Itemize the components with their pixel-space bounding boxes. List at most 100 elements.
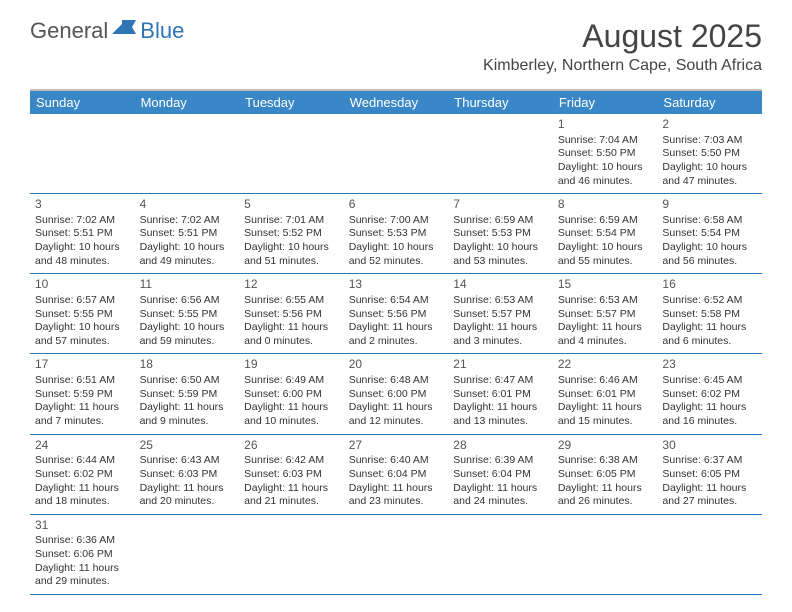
calendar-day: 23Sunrise: 6:45 AMSunset: 6:02 PMDayligh… xyxy=(657,354,762,433)
calendar-day-empty xyxy=(135,515,240,594)
sunset-text: Sunset: 6:06 PM xyxy=(35,548,130,562)
sunrise-text: Sunrise: 6:59 AM xyxy=(558,214,653,228)
sunrise-text: Sunrise: 7:02 AM xyxy=(35,214,130,228)
daylight-text: Daylight: 10 hours and 48 minutes. xyxy=(35,241,130,268)
calendar-day: 30Sunrise: 6:37 AMSunset: 6:05 PMDayligh… xyxy=(657,435,762,514)
day-number: 14 xyxy=(453,277,548,293)
day-number: 20 xyxy=(349,357,444,373)
daylight-text: Daylight: 11 hours and 13 minutes. xyxy=(453,401,548,428)
sunrise-text: Sunrise: 7:04 AM xyxy=(558,134,653,148)
flag-icon xyxy=(112,18,138,44)
sunset-text: Sunset: 5:58 PM xyxy=(662,308,757,322)
day-number: 30 xyxy=(662,438,757,454)
day-number: 11 xyxy=(140,277,235,293)
calendar-day-empty xyxy=(344,114,449,193)
daylight-text: Daylight: 10 hours and 52 minutes. xyxy=(349,241,444,268)
daylight-text: Daylight: 10 hours and 55 minutes. xyxy=(558,241,653,268)
day-number: 2 xyxy=(662,117,757,133)
calendar-week: 17Sunrise: 6:51 AMSunset: 5:59 PMDayligh… xyxy=(30,354,762,434)
daylight-text: Daylight: 11 hours and 7 minutes. xyxy=(35,401,130,428)
daylight-text: Daylight: 11 hours and 20 minutes. xyxy=(140,482,235,509)
day-number: 5 xyxy=(244,197,339,213)
sunset-text: Sunset: 6:02 PM xyxy=(662,388,757,402)
calendar-day: 7Sunrise: 6:59 AMSunset: 5:53 PMDaylight… xyxy=(448,194,553,273)
daylight-text: Daylight: 11 hours and 6 minutes. xyxy=(662,321,757,348)
day-number: 17 xyxy=(35,357,130,373)
weekday-header-row: Sunday Monday Tuesday Wednesday Thursday… xyxy=(30,91,762,114)
daylight-text: Daylight: 11 hours and 21 minutes. xyxy=(244,482,339,509)
title-block: August 2025 Kimberley, Northern Cape, So… xyxy=(483,18,762,75)
calendar-week: 31Sunrise: 6:36 AMSunset: 6:06 PMDayligh… xyxy=(30,515,762,595)
daylight-text: Daylight: 11 hours and 27 minutes. xyxy=(662,482,757,509)
calendar-day: 17Sunrise: 6:51 AMSunset: 5:59 PMDayligh… xyxy=(30,354,135,433)
sunrise-text: Sunrise: 6:44 AM xyxy=(35,454,130,468)
calendar-day-empty xyxy=(553,515,658,594)
calendar-day: 10Sunrise: 6:57 AMSunset: 5:55 PMDayligh… xyxy=(30,274,135,353)
day-number: 25 xyxy=(140,438,235,454)
sunrise-text: Sunrise: 6:58 AM xyxy=(662,214,757,228)
sunset-text: Sunset: 6:01 PM xyxy=(453,388,548,402)
sunrise-text: Sunrise: 6:45 AM xyxy=(662,374,757,388)
daylight-text: Daylight: 10 hours and 57 minutes. xyxy=(35,321,130,348)
day-number: 7 xyxy=(453,197,548,213)
sunset-text: Sunset: 5:53 PM xyxy=(453,227,548,241)
sunrise-text: Sunrise: 6:53 AM xyxy=(453,294,548,308)
sunrise-text: Sunrise: 7:01 AM xyxy=(244,214,339,228)
weekday-thursday: Thursday xyxy=(448,91,553,114)
brand-text-1: General xyxy=(30,18,108,44)
sunset-text: Sunset: 6:01 PM xyxy=(558,388,653,402)
daylight-text: Daylight: 10 hours and 56 minutes. xyxy=(662,241,757,268)
calendar-day-empty xyxy=(30,114,135,193)
sunset-text: Sunset: 5:59 PM xyxy=(35,388,130,402)
calendar-day: 2Sunrise: 7:03 AMSunset: 5:50 PMDaylight… xyxy=(657,114,762,193)
day-number: 31 xyxy=(35,518,130,534)
day-number: 10 xyxy=(35,277,130,293)
sunrise-text: Sunrise: 6:46 AM xyxy=(558,374,653,388)
calendar-day: 19Sunrise: 6:49 AMSunset: 6:00 PMDayligh… xyxy=(239,354,344,433)
calendar-body: 1Sunrise: 7:04 AMSunset: 5:50 PMDaylight… xyxy=(30,114,762,595)
daylight-text: Daylight: 10 hours and 47 minutes. xyxy=(662,161,757,188)
sunset-text: Sunset: 5:57 PM xyxy=(558,308,653,322)
sunset-text: Sunset: 5:50 PM xyxy=(662,147,757,161)
calendar-day-empty xyxy=(239,114,344,193)
weekday-tuesday: Tuesday xyxy=(239,91,344,114)
daylight-text: Daylight: 11 hours and 24 minutes. xyxy=(453,482,548,509)
day-number: 27 xyxy=(349,438,444,454)
calendar-day-empty xyxy=(344,515,449,594)
sunrise-text: Sunrise: 6:57 AM xyxy=(35,294,130,308)
day-number: 28 xyxy=(453,438,548,454)
sunset-text: Sunset: 6:00 PM xyxy=(349,388,444,402)
calendar-day: 1Sunrise: 7:04 AMSunset: 5:50 PMDaylight… xyxy=(553,114,658,193)
daylight-text: Daylight: 10 hours and 59 minutes. xyxy=(140,321,235,348)
sunset-text: Sunset: 5:54 PM xyxy=(558,227,653,241)
weekday-saturday: Saturday xyxy=(657,91,762,114)
calendar-day-empty xyxy=(657,515,762,594)
weekday-monday: Monday xyxy=(135,91,240,114)
calendar-day: 4Sunrise: 7:02 AMSunset: 5:51 PMDaylight… xyxy=(135,194,240,273)
sunset-text: Sunset: 5:57 PM xyxy=(453,308,548,322)
calendar-week: 10Sunrise: 6:57 AMSunset: 5:55 PMDayligh… xyxy=(30,274,762,354)
sunrise-text: Sunrise: 6:56 AM xyxy=(140,294,235,308)
calendar-day: 5Sunrise: 7:01 AMSunset: 5:52 PMDaylight… xyxy=(239,194,344,273)
day-number: 19 xyxy=(244,357,339,373)
daylight-text: Daylight: 10 hours and 53 minutes. xyxy=(453,241,548,268)
sunset-text: Sunset: 5:53 PM xyxy=(349,227,444,241)
calendar-day: 28Sunrise: 6:39 AMSunset: 6:04 PMDayligh… xyxy=(448,435,553,514)
sunset-text: Sunset: 5:51 PM xyxy=(35,227,130,241)
calendar-day-empty xyxy=(239,515,344,594)
calendar-day: 31Sunrise: 6:36 AMSunset: 6:06 PMDayligh… xyxy=(30,515,135,594)
sunrise-text: Sunrise: 6:52 AM xyxy=(662,294,757,308)
daylight-text: Daylight: 10 hours and 49 minutes. xyxy=(140,241,235,268)
sunset-text: Sunset: 6:04 PM xyxy=(453,468,548,482)
calendar-day: 22Sunrise: 6:46 AMSunset: 6:01 PMDayligh… xyxy=(553,354,658,433)
day-number: 6 xyxy=(349,197,444,213)
sunset-text: Sunset: 5:54 PM xyxy=(662,227,757,241)
calendar-day: 13Sunrise: 6:54 AMSunset: 5:56 PMDayligh… xyxy=(344,274,449,353)
day-number: 24 xyxy=(35,438,130,454)
calendar-day: 25Sunrise: 6:43 AMSunset: 6:03 PMDayligh… xyxy=(135,435,240,514)
sunset-text: Sunset: 6:05 PM xyxy=(558,468,653,482)
sunrise-text: Sunrise: 6:54 AM xyxy=(349,294,444,308)
daylight-text: Daylight: 11 hours and 2 minutes. xyxy=(349,321,444,348)
sunrise-text: Sunrise: 6:37 AM xyxy=(662,454,757,468)
daylight-text: Daylight: 11 hours and 15 minutes. xyxy=(558,401,653,428)
